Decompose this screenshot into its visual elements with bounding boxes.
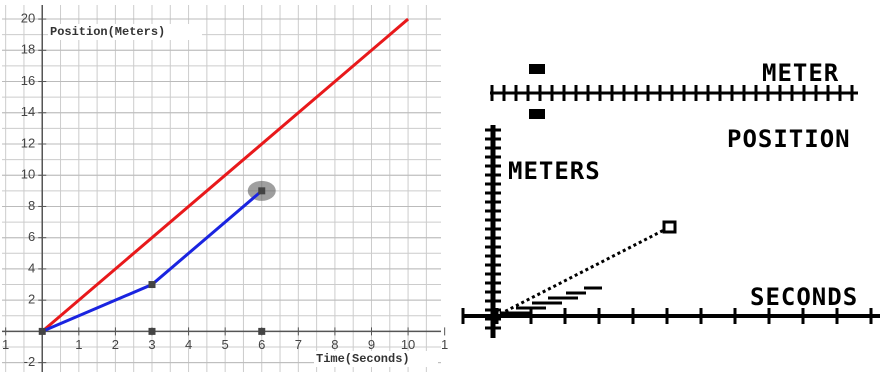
x-tick-label: 5 — [222, 337, 229, 352]
x-tick-label: 10 — [401, 337, 415, 352]
x-tick-label: 8 — [331, 337, 338, 352]
screen: 1123456789101-22468101214161820Position(… — [0, 0, 884, 374]
meter-label: METER — [762, 59, 839, 87]
page: 1123456789101-22468101214161820Position(… — [0, 0, 884, 374]
x-tick-label: 6 — [258, 337, 265, 352]
y-tick-label: 8 — [28, 198, 35, 213]
x-tick-label: 1 — [2, 337, 9, 352]
position-label: POSITION — [727, 125, 851, 153]
point — [258, 187, 265, 194]
x-tick-label: 9 — [368, 337, 375, 352]
cursor-top — [529, 64, 545, 74]
y-tick-label: 16 — [21, 73, 35, 88]
y-tick-label: 12 — [21, 135, 35, 150]
x-tick-label: 3 — [148, 337, 155, 352]
end-marker — [664, 222, 675, 232]
dotted-path — [500, 229, 666, 314]
point — [39, 328, 46, 335]
step-path — [500, 288, 602, 313]
x-tick-label: 7 — [295, 337, 302, 352]
y-tick-label: 6 — [28, 229, 35, 244]
x-tick-label: 4 — [185, 337, 192, 352]
calculator-panel: METER POSITION METERS SECONDS — [462, 59, 880, 338]
y-tick-label: -2 — [24, 354, 36, 369]
y-tick-label: 18 — [21, 42, 35, 57]
y-tick-label: 2 — [28, 292, 35, 307]
cursor-bottom — [529, 109, 545, 119]
point — [148, 281, 155, 288]
y-axis-label: Position(Meters) — [50, 25, 165, 39]
y-tick-label: 4 — [28, 260, 35, 275]
y-tick-label: 14 — [21, 104, 35, 119]
y-tick-label: 20 — [21, 10, 35, 25]
x-tick-label: 1 — [441, 337, 448, 352]
meters-label: METERS — [508, 157, 601, 185]
point — [258, 328, 265, 335]
seconds-label: SECONDS — [750, 283, 858, 311]
y-tick-label: 10 — [21, 167, 35, 182]
point — [148, 328, 155, 335]
x-axis-label: Time(Seconds) — [316, 352, 410, 366]
x-tick-label: 2 — [112, 337, 119, 352]
x-tick-label: 1 — [75, 337, 82, 352]
